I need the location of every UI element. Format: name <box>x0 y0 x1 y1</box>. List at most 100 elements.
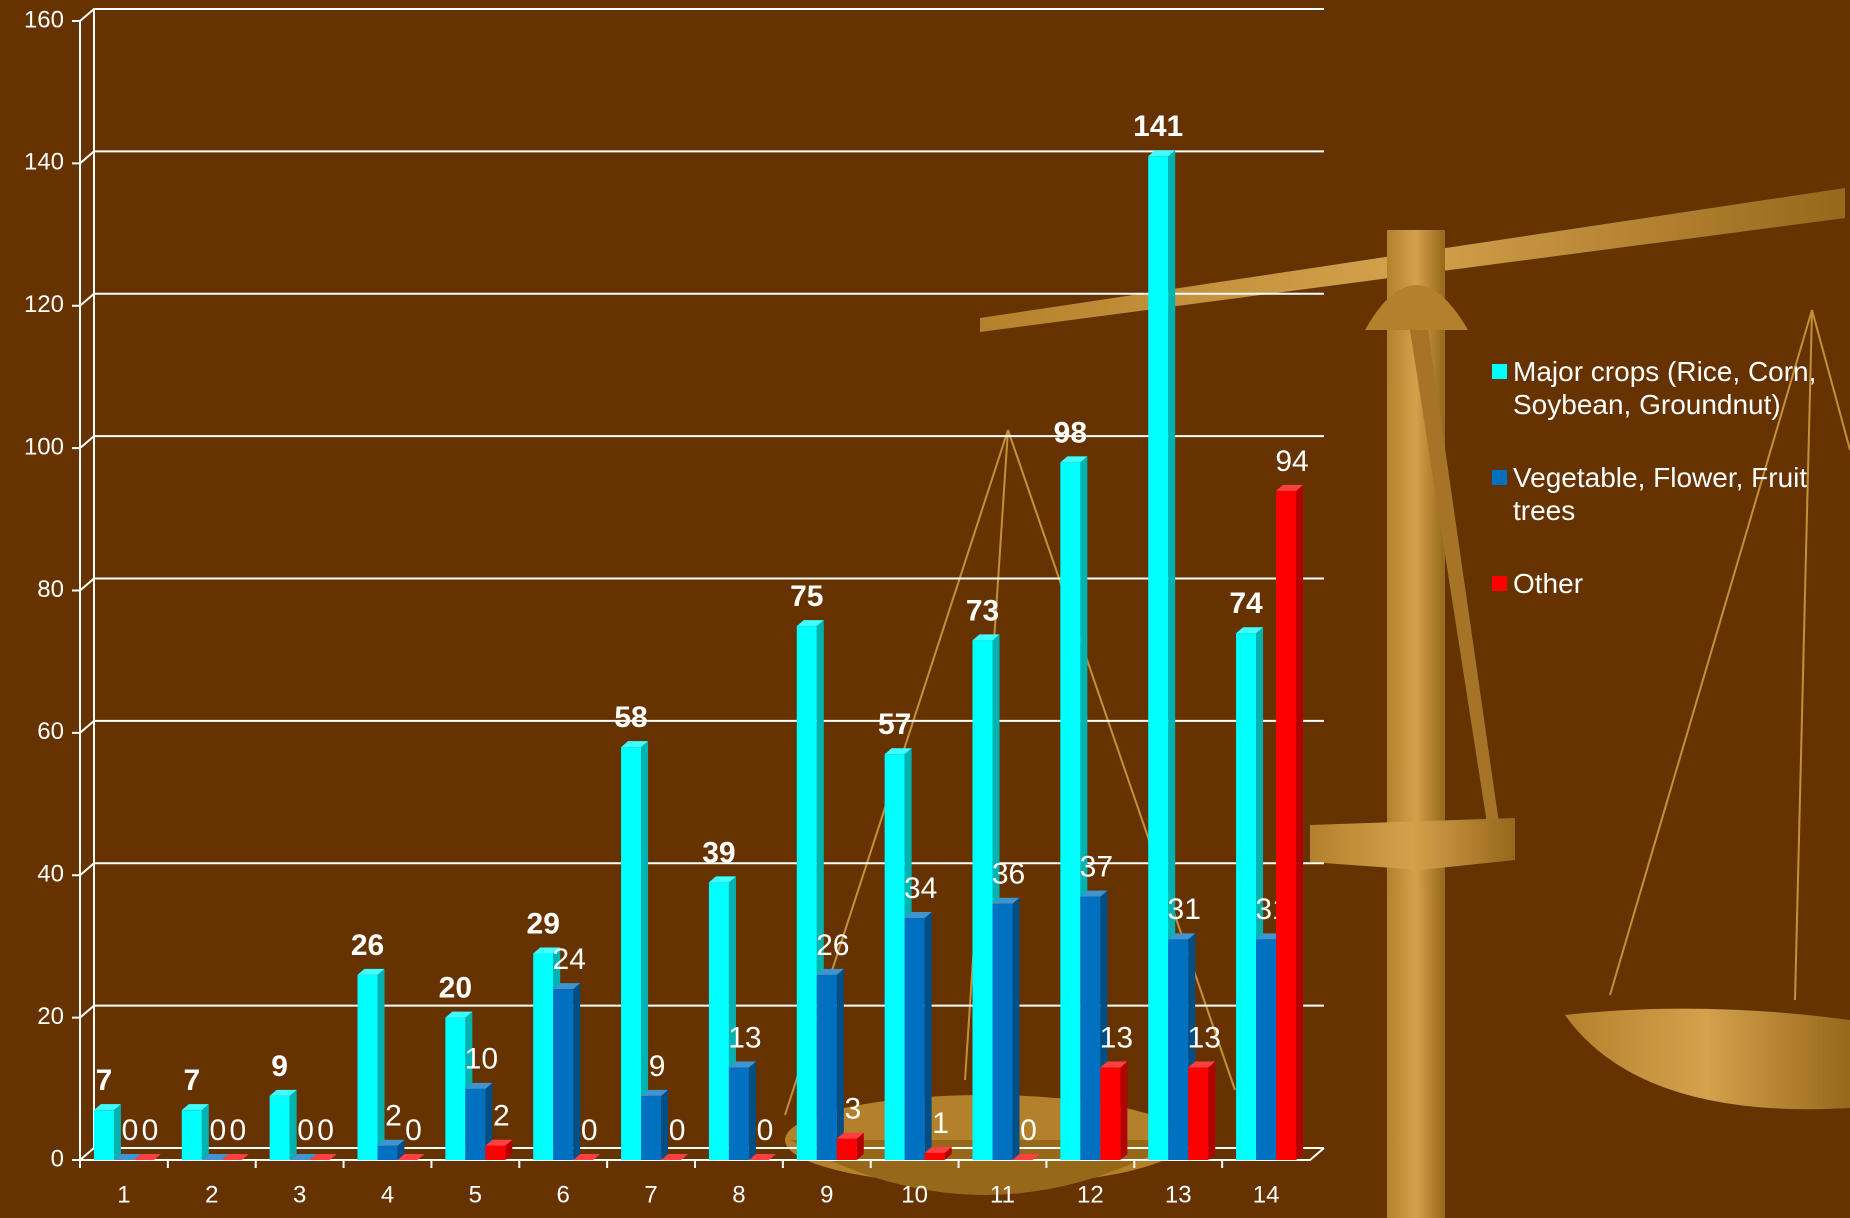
bar-side <box>1012 897 1020 1160</box>
grid-line <box>79 8 1324 22</box>
value-label: 75 <box>790 580 823 613</box>
value-label: 73 <box>966 594 999 627</box>
value-label: 0 <box>122 1114 139 1147</box>
bar-top <box>641 1089 669 1096</box>
legend-item: Vegetable, Flower, Fruit trees <box>1492 461 1842 527</box>
bar <box>1148 156 1169 1161</box>
value-label: 0 <box>142 1114 159 1147</box>
bar <box>796 626 817 1160</box>
x-tick-label: 13 <box>1165 1181 1192 1208</box>
bar <box>708 882 729 1160</box>
x-tick-label: 2 <box>205 1181 218 1208</box>
value-label: 2 <box>385 1100 402 1133</box>
bar <box>904 917 925 1160</box>
legend-label: Other <box>1513 568 1584 599</box>
bar <box>485 1145 506 1160</box>
bar <box>884 754 905 1160</box>
value-label: 13 <box>1188 1021 1221 1054</box>
bar-side <box>113 1104 121 1160</box>
x-tick-label: 4 <box>381 1181 394 1208</box>
bar-top <box>748 1154 776 1160</box>
value-label: 0 <box>209 1114 226 1147</box>
bar <box>1100 1067 1121 1160</box>
y-tick-label: 140 <box>24 149 64 176</box>
value-label: 57 <box>878 708 911 741</box>
bar-top <box>1060 456 1088 463</box>
bar-top <box>1100 1061 1128 1068</box>
bar-top <box>201 1154 229 1160</box>
bar-top <box>221 1154 249 1160</box>
bar <box>1060 462 1081 1160</box>
bar-top <box>181 1104 209 1111</box>
x-tick-label: 14 <box>1253 1181 1280 1208</box>
bar-side <box>505 1139 513 1160</box>
legend-label: Major crops (Rice, Corn, Soybean, Ground… <box>1513 356 1817 420</box>
grid-line <box>79 435 1324 449</box>
bar-top <box>1236 627 1264 634</box>
bar <box>1188 1067 1209 1160</box>
value-label: 0 <box>757 1114 774 1147</box>
grid-line <box>79 150 1324 165</box>
bar-side <box>485 1082 493 1160</box>
x-tick-label: 10 <box>901 1181 928 1208</box>
bar-top <box>972 634 1000 641</box>
bar <box>1256 939 1277 1160</box>
value-label: 141 <box>1133 110 1183 143</box>
x-tick-label: 9 <box>820 1181 833 1208</box>
value-label: 3 <box>844 1093 861 1126</box>
bar-side <box>289 1089 297 1160</box>
bar-side <box>573 983 581 1160</box>
legend-item: Major crops (Rice, Corn, Soybean, Ground… <box>1492 355 1842 421</box>
bar-top <box>904 911 932 918</box>
value-label: 37 <box>1080 851 1113 884</box>
x-tick-label: 1 <box>117 1181 130 1208</box>
bar-top <box>924 1146 952 1153</box>
value-label: 7 <box>96 1064 113 1097</box>
value-label: 2 <box>493 1100 510 1133</box>
value-label: 0 <box>669 1114 686 1147</box>
value-label: 34 <box>904 872 937 905</box>
legend-swatch <box>1492 576 1507 591</box>
value-label: 1 <box>932 1107 949 1140</box>
bar-side <box>924 911 932 1160</box>
x-tick-label: 8 <box>732 1181 745 1208</box>
bar-side <box>1120 1061 1128 1160</box>
bar-top <box>728 1061 756 1068</box>
value-label: 24 <box>553 943 586 976</box>
grid-line <box>79 577 1324 592</box>
legend-label: Vegetable, Flower, Fruit trees <box>1513 462 1808 526</box>
bar <box>357 974 378 1160</box>
bar-top <box>708 876 736 883</box>
series <box>113 890 1284 1161</box>
value-label: 13 <box>728 1021 761 1054</box>
bar-top <box>661 1154 689 1160</box>
bar-top <box>553 983 581 990</box>
value-label: 0 <box>405 1114 422 1147</box>
y-tick-label: 80 <box>37 576 64 603</box>
bar-top <box>836 1132 864 1139</box>
x-tick-label: 7 <box>644 1181 657 1208</box>
bar-side <box>748 1061 756 1160</box>
bar <box>621 747 642 1160</box>
bar-side <box>856 1132 864 1160</box>
bar-top <box>357 968 385 975</box>
bar <box>992 903 1013 1160</box>
y-tick-label: 100 <box>24 433 64 460</box>
bar <box>1236 633 1257 1160</box>
y-tick-label: 40 <box>37 861 64 888</box>
y-tick-label: 160 <box>24 6 64 33</box>
bar-top <box>445 1011 473 1018</box>
bar-top <box>1012 1154 1040 1160</box>
x-tick-label: 5 <box>469 1181 482 1208</box>
bar-side <box>661 1089 669 1160</box>
bar <box>924 1152 945 1160</box>
value-label: 0 <box>229 1114 246 1147</box>
bar-top <box>133 1154 161 1160</box>
grid-line <box>79 292 1324 307</box>
legend-swatch <box>1492 470 1507 485</box>
bar-side <box>201 1104 209 1160</box>
value-label: 74 <box>1229 587 1263 620</box>
bar-top <box>289 1154 317 1160</box>
bar-top <box>573 1154 601 1160</box>
